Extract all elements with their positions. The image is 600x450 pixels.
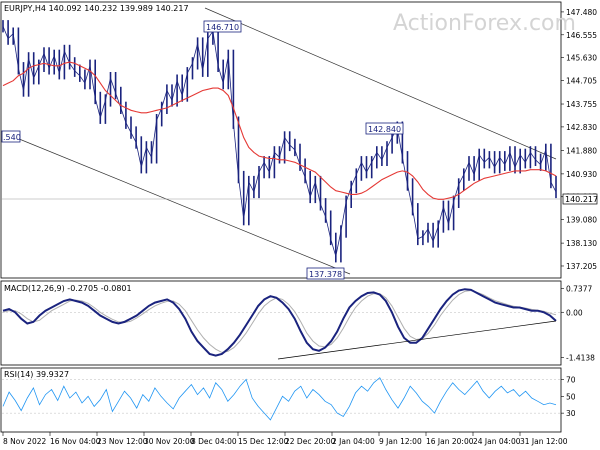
- svg-text:.540: .540: [3, 133, 21, 142]
- x-tick-label: 8 Nov 2022: [3, 437, 46, 446]
- svg-text:146.710: 146.710: [206, 23, 239, 32]
- callout-146710: 146.710: [203, 20, 242, 33]
- svg-text:140.217: 140.217: [565, 195, 598, 204]
- macd-signal-line: [2, 289, 557, 353]
- callout-137378: 137.378: [306, 267, 345, 280]
- rsi-y-tick-label: 30: [566, 409, 576, 418]
- rsi-y-tick-label: 70: [566, 375, 576, 384]
- macd-y-tick-label: 0.7377: [566, 285, 592, 294]
- price-y-tick-label: 146.555: [566, 31, 597, 40]
- macd-y-tick-label: -1.4138: [566, 354, 595, 363]
- price-y-tick-label: 139.080: [566, 216, 597, 225]
- macd-line: [2, 288, 557, 357]
- callout-142840: 142.840: [365, 122, 404, 135]
- x-tick-label: 31 Jan 12:00: [520, 437, 568, 446]
- x-tick-label: 9 Jan 12:00: [379, 437, 422, 446]
- rsi-panel-frame: [0, 367, 562, 433]
- price-y-tick-label: 147.480: [566, 8, 597, 17]
- price-y-tick-label: 141.880: [566, 146, 597, 155]
- x-tick-label: 22 Dec 20:00: [285, 437, 336, 446]
- x-tick-label: 30 Nov 20:00: [144, 437, 195, 446]
- price-panel-title: EURJPY,H4 140.092 140.232 139.989 140.21…: [4, 4, 189, 13]
- macd-y-tick-label: 0.00: [566, 308, 583, 317]
- price-y-tick-label: 143.755: [566, 100, 597, 109]
- svg-text:137.378: 137.378: [309, 270, 342, 279]
- current-price-badge: 140.217: [562, 193, 598, 205]
- price-y-tick-label: 144.705: [566, 77, 597, 86]
- price-y-tick-label: 138.130: [566, 239, 597, 248]
- price-y-tick-label: 145.630: [566, 54, 597, 63]
- watermark: ActionForex.com: [393, 11, 576, 36]
- macd-panel-title: MACD(12,26,9) -0.2705 -0.0801: [4, 284, 132, 293]
- macd-trendline: [277, 320, 557, 360]
- price-y-tick-label: 142.830: [566, 123, 597, 132]
- upper-channel-line: [204, 7, 557, 160]
- x-tick-label: 8 Dec 04:00: [191, 437, 237, 446]
- x-tick-label: 2 Jan 04:00: [332, 437, 375, 446]
- rsi-panel-title: RSI(14) 39.9327: [4, 370, 69, 379]
- svg-text:142.840: 142.840: [368, 125, 401, 134]
- price-y-tick-label: 137.205: [566, 262, 597, 271]
- macd-layer: [2, 288, 561, 357]
- x-tick-label: 16 Jan 20:00: [426, 437, 474, 446]
- moving-average-line: [2, 61, 557, 200]
- rsi-layer: [2, 377, 561, 421]
- macd-panel-frame: [0, 280, 562, 366]
- price-y-tick-label: 140.930: [566, 170, 597, 179]
- rsi-line: [2, 377, 557, 421]
- x-tick-label: 24 Jan 04:00: [473, 437, 521, 446]
- x-tick-label: 23 Nov 12:00: [97, 437, 148, 446]
- rsi-y-tick-label: 50: [566, 392, 576, 401]
- price-panel-frame: [0, 1, 562, 279]
- price-line: [2, 26, 557, 257]
- lower-channel-line: [1, 131, 351, 275]
- x-tick-label: 16 Nov 04:00: [50, 437, 101, 446]
- price-layer: [2, 20, 557, 263]
- callout-left-540: .540: [1, 130, 21, 143]
- x-tick-label: 15 Dec 12:00: [238, 437, 289, 446]
